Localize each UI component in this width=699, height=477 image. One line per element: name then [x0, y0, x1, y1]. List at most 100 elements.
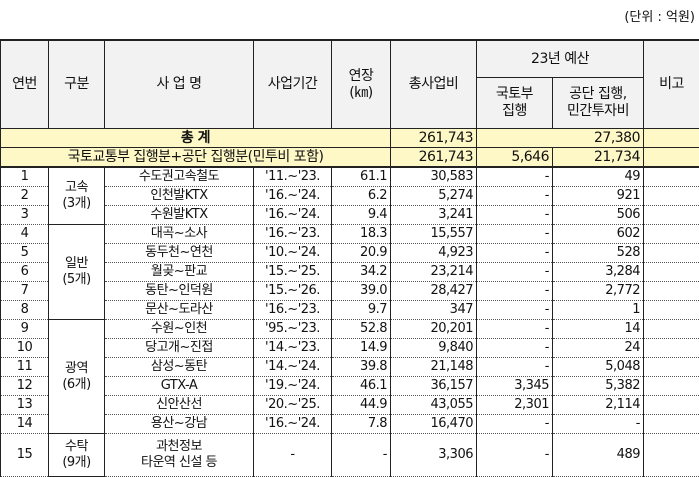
- period: '16.~'23.: [254, 225, 332, 244]
- agency-budget: 3,284: [553, 263, 644, 282]
- period: '14.~'23.: [254, 339, 332, 358]
- grand-total-label: 총 계: [1, 129, 391, 148]
- header-remark: 비고: [644, 40, 699, 129]
- length: 52.8: [332, 320, 391, 339]
- row-no: 9: [1, 320, 49, 339]
- header-period: 사업기간: [254, 40, 332, 129]
- period: '14.~'24.: [254, 358, 332, 377]
- project-name: GTX-A: [105, 377, 254, 396]
- row-no: 14: [1, 415, 49, 434]
- remark: [644, 187, 699, 206]
- remark: [644, 320, 699, 339]
- project-name: 인천발KTX: [105, 187, 254, 206]
- project-name: 신안산선: [105, 396, 254, 415]
- period: '10.~'24.: [254, 244, 332, 263]
- project-name: 용산~강남: [105, 415, 254, 434]
- length: 39.8: [332, 358, 391, 377]
- length: 39.0: [332, 282, 391, 301]
- total-cost: 23,214: [391, 263, 477, 282]
- project-name: 동탄~인덕원: [105, 282, 254, 301]
- total-cost: 347: [391, 301, 477, 320]
- row-no: 1: [1, 167, 49, 187]
- remark: [644, 206, 699, 225]
- total-cost: 28,427: [391, 282, 477, 301]
- total-cost: 36,157: [391, 377, 477, 396]
- subtotal-cost: 261,743: [391, 148, 477, 168]
- category-label2: (3개): [52, 196, 101, 212]
- molit-budget: -: [477, 167, 553, 187]
- length: 61.1: [332, 167, 391, 187]
- total-cost: 15,557: [391, 225, 477, 244]
- period: '16.~'23.: [254, 301, 332, 320]
- length: -: [332, 434, 391, 477]
- remark: [644, 434, 699, 477]
- molit-budget: -: [477, 206, 553, 225]
- length: 44.9: [332, 396, 391, 415]
- header-total-cost: 총사업비: [391, 40, 477, 129]
- grand-total-budget: 27,380: [477, 129, 644, 148]
- total-cost: 30,583: [391, 167, 477, 187]
- header-agency-line2: 민간투자비: [556, 103, 640, 120]
- header-project: 사 업 명: [105, 40, 254, 129]
- agency-budget: 921: [553, 187, 644, 206]
- project-name: 문산~도라산: [105, 301, 254, 320]
- total-cost: 3,306: [391, 434, 477, 477]
- header-length: 연장(㎞): [332, 40, 391, 129]
- molit-budget: -: [477, 415, 553, 434]
- remark: [644, 339, 699, 358]
- header-no: 연번: [1, 40, 49, 129]
- unit-note: (단위 : 억원): [624, 6, 695, 25]
- grand-total-row: 총 계 261,743 27,380: [1, 129, 699, 148]
- remark: [644, 377, 699, 396]
- agency-budget: 1: [553, 301, 644, 320]
- project-name: 당고개~진접: [105, 339, 254, 358]
- header-agency-line1: 공단 집행,: [556, 86, 640, 103]
- length: 34.2: [332, 263, 391, 282]
- category-label1: 광역: [52, 361, 101, 377]
- header-agency: 공단 집행,민간투자비: [553, 78, 644, 129]
- project-name: 삼성~동탄: [105, 358, 254, 377]
- project-name-line: 타운역 신설 등: [108, 455, 250, 471]
- total-cost: 43,055: [391, 396, 477, 415]
- remark: [644, 358, 699, 377]
- category-label2: (6개): [52, 377, 101, 393]
- row-no: 13: [1, 396, 49, 415]
- project-name: 수원~인천: [105, 320, 254, 339]
- header-length-line2: (㎞): [335, 85, 387, 102]
- length: 9.7: [332, 301, 391, 320]
- category-cell: 고속(3개): [49, 167, 105, 225]
- period: '11.~'23.: [254, 167, 332, 187]
- project-name: 수원발KTX: [105, 206, 254, 225]
- header-category: 구분: [49, 40, 105, 129]
- header-molit-line1: 국토부: [480, 86, 549, 103]
- remark: [644, 415, 699, 434]
- row-no: 5: [1, 244, 49, 263]
- agency-budget: 2,114: [553, 396, 644, 415]
- header-budget-group: 23년 예산: [477, 40, 644, 78]
- remark: [644, 282, 699, 301]
- remark: [644, 301, 699, 320]
- period: '16.~'24.: [254, 187, 332, 206]
- molit-budget: 2,301: [477, 396, 553, 415]
- project-name: 월곶~판교: [105, 263, 254, 282]
- row-no: 10: [1, 339, 49, 358]
- header-molit-line2: 집행: [480, 103, 549, 120]
- project-name: 동두천~연천: [105, 244, 254, 263]
- agency-budget: 14: [553, 320, 644, 339]
- molit-budget: -: [477, 320, 553, 339]
- period: '95.~'23.: [254, 320, 332, 339]
- total-cost: 9,840: [391, 339, 477, 358]
- agency-budget: 5,382: [553, 377, 644, 396]
- category-cell: 광역(6개): [49, 320, 105, 434]
- subtotal-agency: 21,734: [553, 148, 644, 168]
- molit-budget: -: [477, 434, 553, 477]
